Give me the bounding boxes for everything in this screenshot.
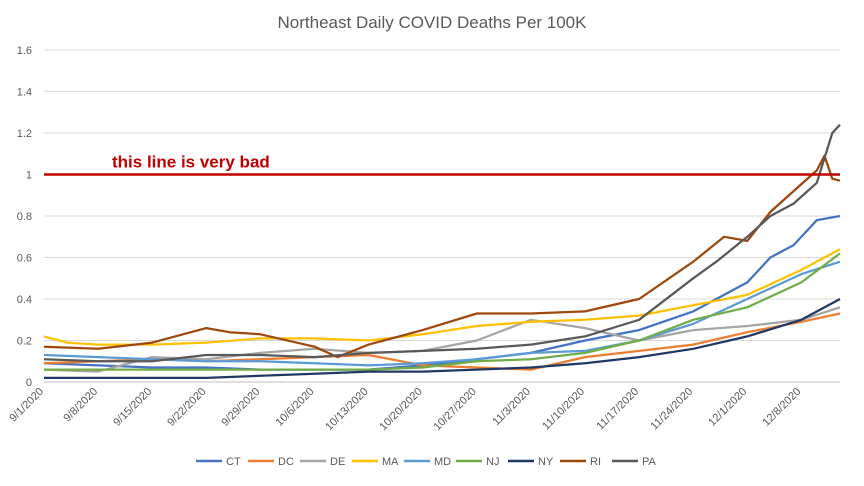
y-tick-label: 1.2 xyxy=(17,128,32,140)
y-tick-label: 0 xyxy=(26,377,32,389)
y-tick-label: 1.4 xyxy=(17,87,32,99)
legend-label-ct: CT xyxy=(226,456,241,468)
legend-label-ri: RI xyxy=(590,456,601,468)
y-tick-label: 1.6 xyxy=(17,45,32,57)
y-tick-label: 0.8 xyxy=(17,211,32,223)
y-axis-tick-labels: 0 0.2 0.4 0.6 0.8 1 1.2 1.4 1.6 xyxy=(17,45,32,389)
series-lines xyxy=(43,123,841,380)
y-tick-label: 1 xyxy=(26,170,32,182)
legend: CT DC DE MA MD NJ NY RI PA xyxy=(196,456,657,468)
series-line-pa xyxy=(43,123,841,363)
y-tick-label: 0.4 xyxy=(17,294,32,306)
series-line-nj xyxy=(44,252,841,371)
legend-label-dc: DC xyxy=(278,456,294,468)
legend-label-pa: PA xyxy=(642,456,657,468)
legend-label-nj: NJ xyxy=(486,456,499,468)
y-tick-label: 0.2 xyxy=(17,336,32,348)
legend-label-ma: MA xyxy=(382,456,399,468)
chart-title: Northeast Daily COVID Deaths Per 100K xyxy=(278,13,588,32)
legend-label-de: DE xyxy=(330,456,345,468)
legend-label-md: MD xyxy=(434,456,451,468)
reference-line-group: this line is very bad xyxy=(44,153,840,176)
series-line-ri xyxy=(43,154,841,359)
series-line-md xyxy=(43,260,841,367)
series-line-ny xyxy=(44,298,841,380)
reference-line-annotation: this line is very bad xyxy=(112,153,270,172)
legend-label-ny: NY xyxy=(538,456,554,468)
y-tick-label: 0.6 xyxy=(17,253,32,265)
